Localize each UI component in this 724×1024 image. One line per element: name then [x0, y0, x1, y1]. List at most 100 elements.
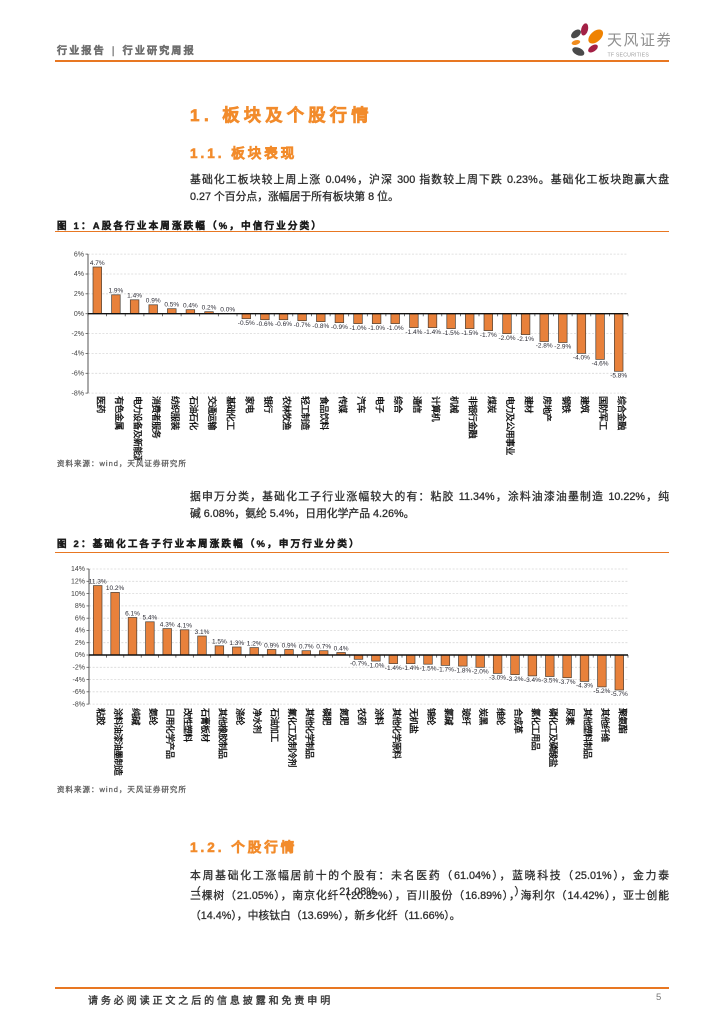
svg-text:其他塑料制品: 其他塑料制品 — [583, 708, 594, 759]
svg-text:-0.9%: -0.9% — [331, 324, 348, 331]
svg-text:综合: 综合 — [393, 396, 404, 414]
svg-text:14%: 14% — [71, 566, 85, 573]
svg-text:合成革: 合成革 — [513, 708, 524, 734]
svg-text:轻工制造: 轻工制造 — [300, 396, 311, 431]
svg-text:-3.5%: -3.5% — [541, 678, 558, 685]
svg-text:-2.9%: -2.9% — [554, 344, 571, 351]
svg-text:玻纤: 玻纤 — [461, 708, 472, 725]
svg-text:食品饮料: 食品饮料 — [319, 395, 330, 430]
svg-text:石油加工: 石油加工 — [270, 707, 281, 742]
svg-text:4%: 4% — [75, 628, 85, 635]
svg-text:粘胶: 粘胶 — [96, 707, 107, 725]
svg-text:0%: 0% — [75, 652, 85, 659]
svg-text:1.9%: 1.9% — [108, 288, 123, 295]
svg-text:基础化工: 基础化工 — [226, 395, 237, 430]
svg-text:煤炭: 煤炭 — [486, 396, 497, 413]
svg-text:-1.4%: -1.4% — [405, 329, 422, 336]
svg-text:汽车: 汽车 — [356, 396, 367, 413]
svg-text:-6%: -6% — [72, 371, 84, 378]
svg-text:1.4%: 1.4% — [127, 293, 142, 300]
svg-text:-3.7%: -3.7% — [559, 679, 576, 686]
svg-text:房地产: 房地产 — [542, 396, 553, 422]
svg-text:有色金属: 有色金属 — [114, 396, 125, 430]
svg-text:-1.7%: -1.7% — [480, 332, 497, 339]
svg-text:-1.0%: -1.0% — [350, 325, 367, 332]
svg-text:-2%: -2% — [72, 331, 84, 338]
svg-text:-1.5%: -1.5% — [443, 330, 460, 337]
svg-text:3.1%: 3.1% — [195, 629, 210, 636]
svg-text:消费者服务: 消费者服务 — [151, 396, 162, 440]
svg-text:尿素: 尿素 — [565, 708, 576, 725]
svg-text:0.9%: 0.9% — [282, 642, 297, 649]
svg-text:综合金融: 综合金融 — [617, 396, 628, 430]
svg-text:磷化工及磷酸盐: 磷化工及磷酸盐 — [548, 708, 559, 767]
svg-text:0.4%: 0.4% — [183, 303, 198, 310]
svg-text:日用化学产品: 日用化学产品 — [165, 708, 176, 759]
svg-text:传媒: 传媒 — [337, 395, 348, 414]
svg-text:-4.0%: -4.0% — [573, 355, 590, 362]
svg-text:1.2%: 1.2% — [247, 640, 262, 647]
svg-text:5.4%: 5.4% — [142, 615, 157, 622]
svg-text:-5.2%: -5.2% — [593, 688, 610, 695]
svg-text:维纶: 维纶 — [496, 708, 507, 725]
svg-text:10.2%: 10.2% — [106, 585, 125, 592]
svg-text:非银行金融: 非银行金融 — [468, 396, 479, 439]
svg-text:-0.7%: -0.7% — [350, 661, 367, 668]
svg-text:医药: 医药 — [95, 396, 106, 413]
svg-text:银行: 银行 — [263, 396, 274, 413]
svg-text:0.7%: 0.7% — [316, 644, 331, 651]
svg-text:-1.8%: -1.8% — [454, 667, 471, 674]
svg-text:氟化工及制冷剂: 氟化工及制冷剂 — [287, 708, 298, 767]
svg-text:-4%: -4% — [72, 351, 84, 358]
svg-text:6.1%: 6.1% — [125, 610, 140, 617]
svg-text:0.0%: 0.0% — [220, 307, 235, 314]
svg-text:石油石化: 石油石化 — [188, 395, 199, 430]
svg-text:纯碱: 纯碱 — [131, 708, 142, 725]
svg-text:0.4%: 0.4% — [334, 645, 349, 652]
svg-text:TF SECURITIES: TF SECURITIES — [608, 53, 650, 59]
svg-text:锦纶: 锦纶 — [426, 708, 437, 725]
svg-text:改性塑料: 改性塑料 — [183, 708, 194, 742]
svg-text:4%: 4% — [74, 271, 84, 278]
svg-text:-3.4%: -3.4% — [524, 677, 541, 684]
svg-text:电子: 电子 — [375, 396, 386, 413]
svg-text:-3.0%: -3.0% — [489, 675, 506, 682]
svg-text:4.3%: 4.3% — [160, 621, 175, 628]
svg-text:净水剂: 净水剂 — [252, 708, 263, 734]
svg-text:4.7%: 4.7% — [90, 260, 105, 267]
svg-text:-0.6%: -0.6% — [256, 321, 273, 328]
svg-text:10%: 10% — [71, 591, 85, 598]
svg-text:交通运输: 交通运输 — [207, 396, 218, 431]
svg-text:0.9%: 0.9% — [264, 642, 279, 649]
svg-text:-6%: -6% — [73, 689, 85, 696]
svg-text:涂料: 涂料 — [374, 708, 385, 725]
svg-text:-8%: -8% — [73, 701, 85, 708]
svg-text:电力设备及新能源: 电力设备及新能源 — [133, 396, 144, 460]
svg-text:8%: 8% — [75, 603, 85, 610]
svg-text:0.2%: 0.2% — [202, 305, 217, 312]
svg-text:-1.0%: -1.0% — [387, 325, 404, 332]
svg-text:-4.6%: -4.6% — [592, 361, 609, 368]
svg-text:-1.7%: -1.7% — [437, 667, 454, 674]
svg-text:炭黑: 炭黑 — [478, 708, 489, 725]
svg-text:钢铁: 钢铁 — [561, 396, 572, 413]
svg-text:计算机: 计算机 — [431, 396, 442, 422]
svg-text:-4%: -4% — [73, 677, 85, 684]
svg-text:农林牧渔: 农林牧渔 — [282, 395, 293, 430]
svg-text:1.3%: 1.3% — [229, 640, 244, 647]
svg-text:2%: 2% — [74, 291, 84, 298]
svg-text:-1.0%: -1.0% — [367, 662, 384, 669]
svg-text:氨纶: 氨纶 — [148, 708, 159, 725]
svg-text:家电: 家电 — [244, 396, 255, 413]
svg-text:-1.0%: -1.0% — [368, 325, 385, 332]
svg-text:其他化学原料: 其他化学原料 — [391, 708, 402, 759]
svg-text:氮肥: 氮肥 — [339, 708, 350, 725]
svg-text:涂料油漆油墨制造: 涂料油漆油墨制造 — [113, 708, 124, 777]
svg-text:-3.2%: -3.2% — [507, 676, 524, 683]
svg-text:-8%: -8% — [72, 390, 84, 397]
svg-text:天风证券: 天风证券 — [607, 32, 670, 49]
svg-text:建材: 建材 — [524, 396, 535, 413]
svg-text:2%: 2% — [75, 640, 85, 647]
svg-text:0.5%: 0.5% — [164, 302, 179, 309]
svg-text:0.9%: 0.9% — [146, 298, 161, 305]
